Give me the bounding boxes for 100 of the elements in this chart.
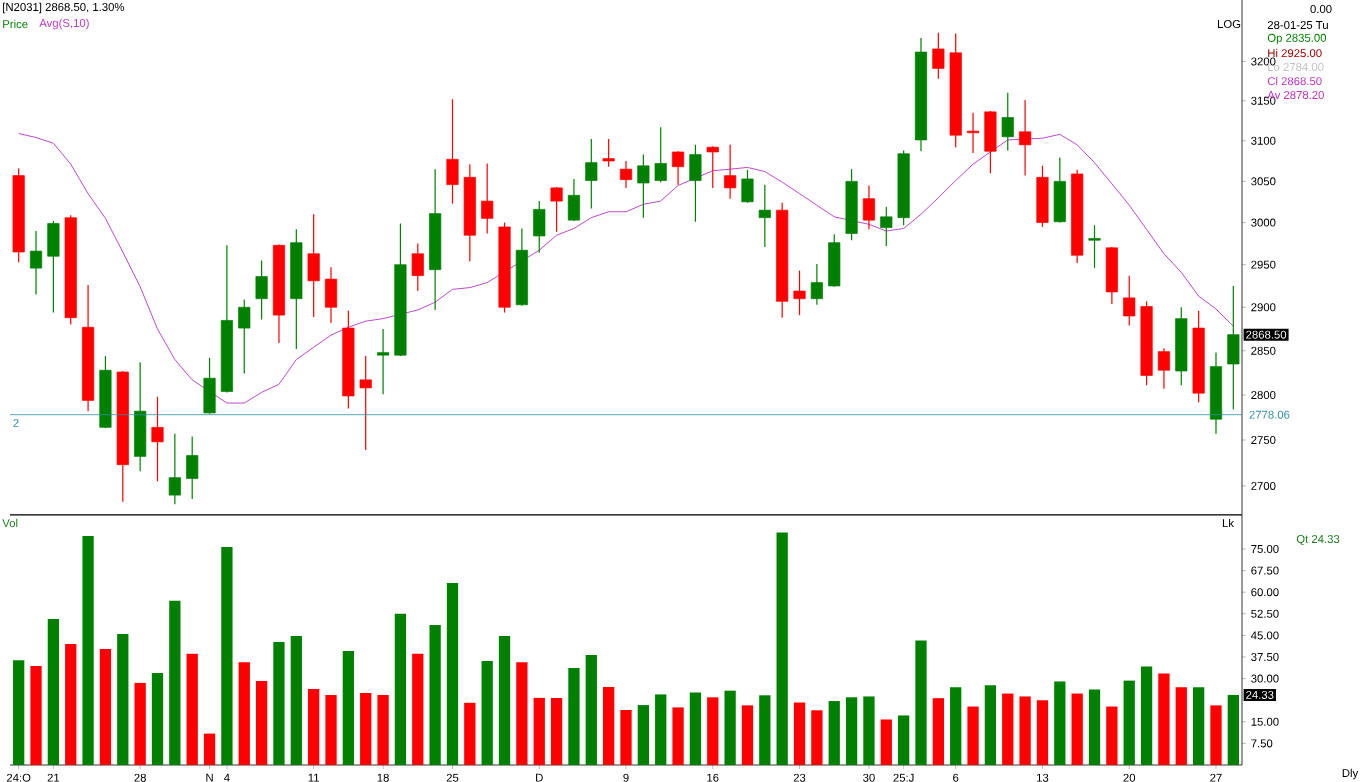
bar — [1071, 693, 1083, 765]
text: Dly — [1342, 768, 1359, 780]
bar — [1019, 696, 1031, 765]
candlestick — [966, 112, 980, 154]
bar — [1158, 673, 1170, 765]
bar — [689, 692, 702, 765]
candlestick — [550, 186, 563, 233]
text: Cl 2868.50 — [1267, 76, 1322, 86]
bar — [1210, 705, 1222, 765]
bar — [13, 660, 25, 765]
bar — [412, 653, 424, 765]
y-tick-label: 2950 — [1251, 260, 1276, 269]
bar — [464, 702, 476, 765]
bar — [255, 680, 268, 765]
candlestick — [1157, 347, 1170, 390]
bar — [984, 685, 997, 765]
candlestick — [619, 160, 633, 189]
bar — [1036, 700, 1049, 765]
candlestick — [255, 259, 268, 321]
y-tick-label: 2750 — [1251, 436, 1276, 445]
bar — [446, 582, 459, 765]
x-tick-label: D — [536, 773, 543, 782]
candlestick — [810, 263, 823, 306]
candlestick — [585, 138, 598, 210]
candlestick — [758, 184, 771, 248]
bar — [863, 696, 875, 765]
bar — [394, 613, 407, 765]
x-tick-label: 4 — [224, 773, 230, 782]
x-tick-label: 18 — [377, 773, 389, 782]
bar — [169, 600, 181, 765]
x-tick-label: 30 — [863, 773, 875, 782]
ref-line-label: 2778.06 — [1249, 410, 1290, 419]
candlestick — [151, 396, 164, 482]
bar — [221, 546, 233, 765]
text: Price — [3, 19, 28, 29]
bar — [238, 662, 250, 765]
candlestick — [29, 230, 43, 296]
candlestick — [637, 153, 650, 219]
bar — [898, 715, 910, 765]
candlestick — [602, 138, 615, 168]
bar — [915, 640, 927, 765]
chart-title: [N2031] 2868.50, 1.30% — [3, 2, 125, 14]
bar — [325, 695, 337, 765]
bar — [950, 687, 962, 765]
candlestick — [793, 270, 806, 316]
y-tick-label: 2800 — [1251, 391, 1276, 400]
y-tick-label: 60.00 — [1251, 588, 1279, 597]
bar — [1123, 680, 1135, 765]
x-tick-label: 6 — [953, 773, 959, 782]
candlestick — [654, 126, 667, 183]
bar — [759, 695, 771, 765]
bar — [845, 697, 858, 765]
x-tick-label: 27 — [1210, 773, 1222, 782]
annotation: 2 — [13, 418, 19, 427]
candlestick — [411, 242, 424, 292]
x-tick-label: 16 — [707, 773, 719, 782]
candlestick — [932, 32, 945, 80]
bar — [568, 667, 580, 765]
bar — [585, 654, 597, 765]
bar — [203, 733, 216, 765]
x-tick-label: 11 — [308, 773, 319, 782]
bar — [47, 618, 60, 765]
bar — [707, 697, 719, 765]
bar — [793, 702, 806, 765]
bar — [932, 698, 944, 765]
bar — [724, 690, 736, 765]
bar — [1175, 687, 1187, 765]
candlestick — [741, 169, 754, 204]
bar — [429, 625, 441, 765]
bar — [516, 662, 528, 765]
y-tick-label: 45.00 — [1250, 631, 1279, 640]
candlestick — [862, 184, 875, 230]
bar — [290, 635, 302, 765]
bar — [1106, 706, 1118, 765]
candlestick — [168, 433, 181, 505]
bar — [1054, 681, 1066, 765]
bar — [620, 709, 632, 765]
bar — [637, 705, 649, 765]
y-tick-label: 3000 — [1251, 218, 1276, 227]
bar — [65, 644, 77, 765]
candlestick — [186, 435, 199, 500]
x-tick-label: 13 — [1037, 773, 1049, 782]
bar — [533, 697, 545, 765]
bar — [811, 710, 823, 765]
y-tick-label: 15.00 — [1251, 717, 1279, 726]
bar — [481, 661, 493, 765]
bar — [1227, 694, 1239, 765]
x-tick-label: N — [206, 773, 213, 782]
text: 0.00 — [1310, 4, 1332, 13]
candlestick — [1088, 224, 1101, 269]
text: Op 2835.00 — [1267, 33, 1327, 45]
bar — [655, 694, 667, 765]
text: 24.33 — [1246, 690, 1274, 699]
bar — [603, 686, 615, 765]
candlestick — [1123, 275, 1136, 327]
text: Qt 24.33 — [1296, 534, 1340, 546]
y-tick-label: 52.50 — [1251, 609, 1279, 618]
bar — [30, 665, 42, 765]
candlestick — [1001, 92, 1014, 152]
x-tick-label: 21 — [47, 773, 60, 782]
